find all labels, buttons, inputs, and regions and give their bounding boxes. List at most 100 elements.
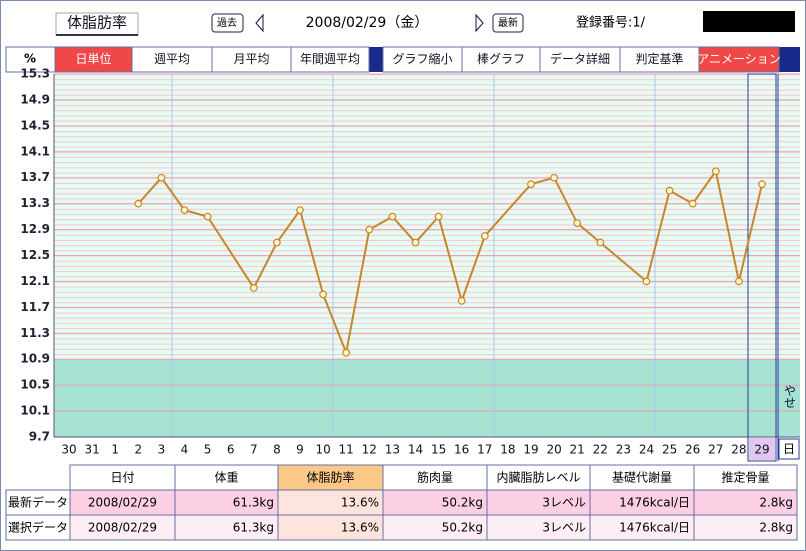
x-tick-label: 31 bbox=[84, 443, 99, 457]
point bbox=[296, 206, 304, 215]
line-segment bbox=[599, 241, 648, 283]
cell bbox=[277, 489, 384, 516]
x-tick-label: 2 bbox=[134, 443, 142, 457]
header-text: 推定骨量 bbox=[721, 470, 769, 485]
header-cell bbox=[69, 464, 176, 491]
tab-label[interactable]: アニメーション bbox=[697, 52, 781, 66]
cell bbox=[174, 489, 279, 516]
latest-label[interactable]: 最新 bbox=[498, 16, 518, 29]
point bbox=[596, 238, 605, 247]
prev-label[interactable]: 過去 bbox=[217, 17, 237, 29]
header-text: 体脂肪率 bbox=[306, 470, 354, 485]
cell bbox=[589, 489, 695, 516]
point bbox=[180, 206, 189, 215]
x-tick-label: 4 bbox=[181, 443, 189, 457]
prev-button[interactable] bbox=[211, 13, 244, 33]
x-tick-label: 8 bbox=[273, 443, 281, 457]
zone-label: やせ bbox=[783, 384, 797, 408]
row-label: 最新データ bbox=[8, 495, 68, 510]
x-tick-label: 22 bbox=[593, 443, 608, 457]
header-cell bbox=[693, 464, 798, 491]
row-label: 選択データ bbox=[8, 520, 68, 535]
y-unit: % bbox=[24, 52, 36, 66]
y-tick-label: 14.5 bbox=[20, 118, 50, 132]
cell bbox=[69, 514, 176, 541]
point bbox=[480, 232, 489, 240]
x-tick-label: 19 bbox=[523, 443, 538, 457]
tab[interactable] bbox=[382, 46, 463, 73]
line-segment bbox=[669, 189, 694, 205]
point bbox=[411, 238, 420, 247]
x-tick-label: 11 bbox=[339, 443, 354, 457]
latest-button[interactable] bbox=[492, 13, 524, 33]
zone-thin bbox=[54, 359, 800, 437]
prev-arrow[interactable] bbox=[255, 13, 264, 33]
line-segment bbox=[345, 229, 371, 353]
id-label: 登録番号:1/ bbox=[576, 16, 646, 31]
date: 2008/02/29（金） bbox=[306, 15, 429, 31]
point bbox=[457, 296, 466, 305]
cell-text: 13.6% bbox=[341, 521, 379, 535]
tab[interactable] bbox=[698, 46, 780, 73]
header-text: 筋肉量 bbox=[417, 470, 453, 485]
tab-label[interactable]: グラフ縮小 bbox=[392, 51, 452, 66]
x-tick-label: 1 bbox=[111, 443, 119, 457]
point bbox=[642, 277, 651, 286]
line-segment bbox=[576, 222, 601, 244]
line-segment bbox=[184, 209, 208, 218]
next-arrow[interactable] bbox=[475, 13, 484, 33]
header-text: 日付 bbox=[110, 471, 134, 485]
y-tick-label: 12.1 bbox=[20, 274, 50, 288]
x-tick-label: 14 bbox=[408, 443, 423, 457]
tab-label[interactable]: データ詳細 bbox=[550, 51, 610, 66]
cell bbox=[589, 514, 695, 541]
point bbox=[527, 180, 535, 189]
header-cell bbox=[277, 464, 384, 491]
line-segment bbox=[691, 170, 717, 205]
x-tick-label: 18 bbox=[500, 443, 515, 457]
tab-label[interactable]: 年間週平均 bbox=[300, 52, 360, 66]
tab-label[interactable]: 週平均 bbox=[154, 52, 190, 66]
tab-label[interactable]: 棒グラフ bbox=[477, 52, 525, 66]
point bbox=[711, 167, 720, 176]
x-tick-label: 30 bbox=[61, 443, 76, 457]
x-tick-label: 29 bbox=[754, 443, 769, 457]
cell-text: 50.2kg bbox=[442, 521, 483, 535]
point bbox=[758, 180, 766, 189]
selected-label-bg bbox=[749, 438, 775, 460]
y-tick-label: 10.9 bbox=[20, 352, 50, 366]
line-segment bbox=[460, 235, 486, 302]
cell-text: 3レベル bbox=[542, 521, 586, 535]
tab-label[interactable]: 月平均 bbox=[233, 52, 269, 66]
point bbox=[388, 212, 397, 221]
x-tick-label: 12 bbox=[362, 443, 377, 457]
tab-label[interactable]: 日単位 bbox=[75, 51, 111, 66]
line-segment bbox=[714, 171, 740, 282]
header-text: 基礎代謝量 bbox=[612, 470, 672, 485]
tab[interactable] bbox=[290, 46, 370, 73]
line-segment bbox=[322, 294, 348, 354]
y-tick-label: 13.7 bbox=[20, 170, 50, 184]
cell-text: 61.3kg bbox=[233, 496, 274, 510]
x-unit: 日 bbox=[783, 442, 795, 456]
line-segment bbox=[414, 215, 440, 244]
y-tick-label: 10.1 bbox=[20, 404, 50, 418]
point bbox=[735, 277, 743, 286]
tab[interactable] bbox=[461, 46, 541, 73]
cell bbox=[486, 514, 591, 541]
cell bbox=[277, 514, 384, 541]
x-tick-label: 13 bbox=[385, 443, 400, 457]
x-tick-label: 21 bbox=[570, 443, 585, 457]
line-segment bbox=[484, 183, 532, 237]
page-title: 体脂肪率 bbox=[67, 14, 127, 32]
point bbox=[365, 225, 374, 234]
x-tick-label: 3 bbox=[158, 443, 166, 457]
tab[interactable] bbox=[619, 46, 700, 73]
point bbox=[203, 212, 212, 221]
tab-label[interactable]: 判定基準 bbox=[635, 51, 683, 66]
cell bbox=[5, 514, 71, 541]
x-tick-label: 24 bbox=[639, 443, 654, 457]
x-tick-label: 5 bbox=[204, 443, 212, 457]
point bbox=[688, 199, 697, 208]
